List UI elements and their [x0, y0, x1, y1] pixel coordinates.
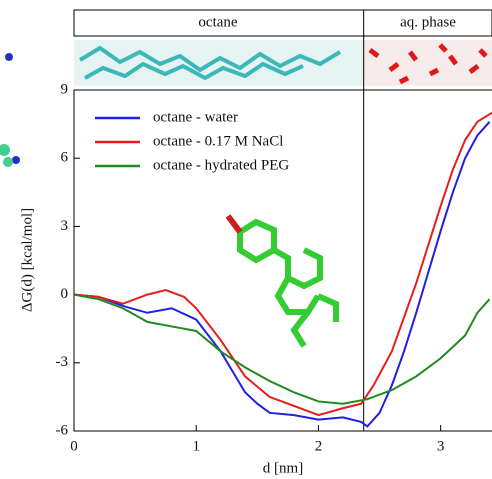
- y-tick-label: 3: [61, 218, 69, 234]
- x-tick-label: 3: [437, 438, 445, 454]
- y-axis-label: ΔG(d) [kcal/mol]: [19, 208, 35, 312]
- region-label: aq. phase: [400, 14, 456, 30]
- decoration: [0, 40, 492, 348]
- y-tick-label: -6: [56, 422, 69, 438]
- x-tick-label: 0: [70, 438, 78, 454]
- line: [73, 111, 492, 417]
- legend-label: octane - water: [153, 109, 238, 125]
- line: [73, 293, 491, 405]
- y-tick-label: -3: [56, 354, 69, 370]
- region-bar: [73, 9, 492, 37]
- x-tick-label: 1: [192, 438, 200, 454]
- region-label: octane: [198, 14, 237, 30]
- y-tick-label: 6: [61, 150, 69, 166]
- y-tick-label: 0: [61, 286, 69, 302]
- legend-label: octane - hydrated PEG: [153, 157, 289, 173]
- y-tick-label: 9: [61, 81, 69, 97]
- legend-label: octane - 0.17 M NaCl: [153, 133, 283, 149]
- line: [73, 121, 491, 428]
- plot-frame: [73, 89, 492, 432]
- x-axis-label: d [nm]: [263, 460, 303, 476]
- x-tick-label: 2: [315, 438, 323, 454]
